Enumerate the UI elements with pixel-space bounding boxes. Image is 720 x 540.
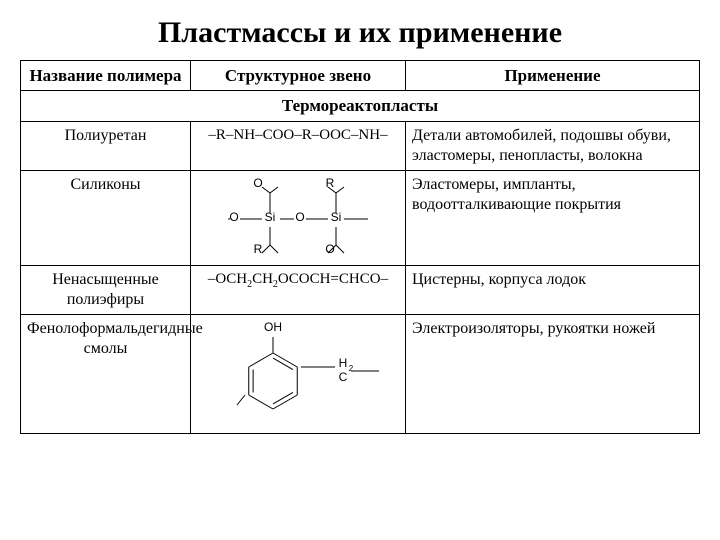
polymer-name: Ненасыщенные полиэфиры	[21, 265, 191, 314]
col-header-name: Название полимера	[21, 61, 191, 91]
section-title: Термореактопласты	[21, 91, 700, 121]
svg-text:2: 2	[349, 364, 354, 373]
svg-text:O: O	[325, 242, 334, 256]
table-row: Полиуретан –R–NH–COO–R–OOC–NH– Детали ав…	[21, 121, 700, 170]
section-row: Термореактопласты	[21, 91, 700, 121]
polymers-table: Название полимера Структурное звено Прим…	[20, 60, 700, 434]
polymer-structure: –OCH2CH2OCOCH=CHCO–	[191, 265, 406, 314]
col-header-application: Применение	[406, 61, 700, 91]
polymer-name: Фенолоформальдегидные смолы	[21, 314, 191, 433]
polymer-name: Силиконы	[21, 170, 191, 265]
table-row: Силиконы O R O Si O Si R O Эластомеры, импланты…	[21, 170, 700, 265]
polymer-application: Эластомеры, импланты, водоотталкивающие …	[406, 170, 700, 265]
col-header-structure: Структурное звено	[191, 61, 406, 91]
polymer-structure: O R O Si O Si R O	[191, 170, 406, 265]
svg-text:Si: Si	[265, 210, 276, 224]
svg-text:OH: OH	[264, 320, 282, 334]
polymer-application: Электроизоляторы, рукоятки ножей	[406, 314, 700, 433]
svg-text:R: R	[326, 176, 335, 190]
svg-text:Si: Si	[331, 210, 342, 224]
svg-text:O: O	[295, 210, 304, 224]
svg-text:C: C	[339, 370, 348, 384]
phenol-structure-svg: OH H2C	[213, 319, 383, 429]
polymer-structure: OH H2C	[191, 314, 406, 433]
svg-text:H: H	[339, 356, 348, 370]
page-title: Пластмассы и их применение	[20, 16, 700, 50]
silicone-structure-svg: O R O Si O Si R O	[228, 175, 368, 261]
polymer-name: Полиуретан	[21, 121, 191, 170]
table-row: Фенолоформальдегидные смолы OH H2C Электр…	[21, 314, 700, 433]
polymer-application: Цистерны, корпуса лодок	[406, 265, 700, 314]
svg-text:R: R	[254, 242, 263, 256]
polymer-application: Детали автомобилей, подошвы обуви, эласт…	[406, 121, 700, 170]
table-header-row: Название полимера Структурное звено Прим…	[21, 61, 700, 91]
svg-text:O: O	[229, 210, 238, 224]
polymer-structure: –R–NH–COO–R–OOC–NH–	[191, 121, 406, 170]
svg-text:O: O	[253, 176, 262, 190]
table-row: Ненасыщенные полиэфиры –OCH2CH2OCOCH=CHC…	[21, 265, 700, 314]
